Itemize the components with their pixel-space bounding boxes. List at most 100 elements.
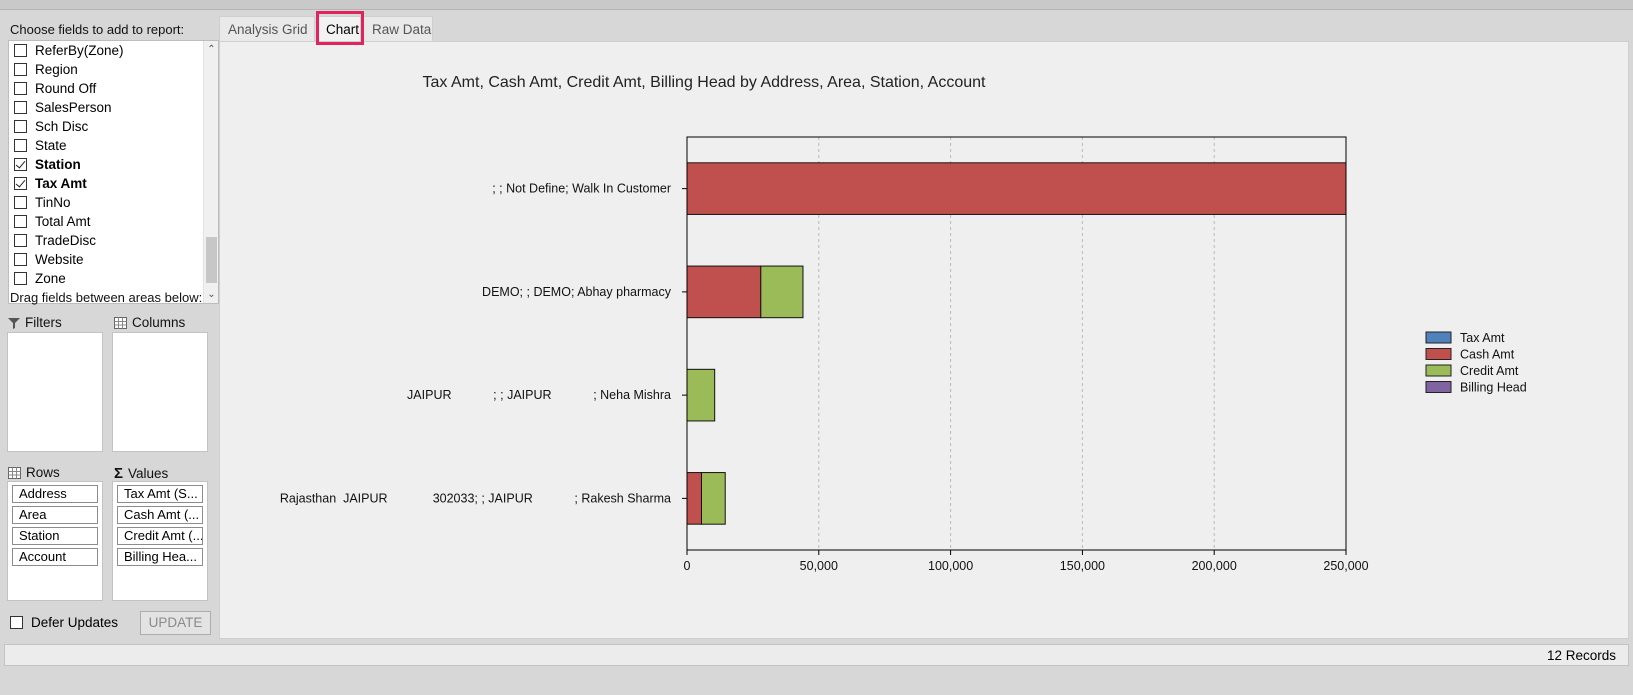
field-item[interactable]: Tax Amt (9, 174, 218, 193)
x-tick-label: 150,000 (1060, 559, 1105, 573)
plot-border (686, 136, 1347, 551)
legend-label: Cash Amt (1460, 348, 1515, 362)
field-label: Website (35, 252, 84, 267)
chart-title: Tax Amt, Cash Amt, Credit Amt, Billing H… (423, 74, 986, 91)
field-checkbox[interactable] (14, 234, 27, 247)
defer-updates-option[interactable]: Defer Updates (10, 615, 118, 630)
defer-updates-checkbox[interactable] (10, 616, 23, 629)
field-checkbox[interactable] (14, 63, 27, 76)
value-chip-credit-amt[interactable]: Credit Amt (... (117, 527, 203, 545)
columns-area[interactable] (112, 332, 208, 452)
legend-swatch (1425, 331, 1452, 344)
value-chip-billing-head[interactable]: Billing Hea... (117, 548, 203, 566)
field-item[interactable]: Total Amt (9, 212, 218, 231)
bar-segment (686, 368, 716, 422)
status-bar: 12 Records (4, 644, 1629, 666)
rows-area[interactable]: Address Area Station Account (7, 481, 103, 601)
category-label: DEMO; ; DEMO; Abhay pharmacy (482, 285, 672, 299)
x-tick-label: 100,000 (928, 559, 973, 573)
record-count: 12 Records (1546, 648, 1616, 663)
field-list-scrollbar[interactable]: ⌃ ⌄ (203, 41, 218, 303)
field-item[interactable]: SalesPerson (9, 98, 218, 117)
field-label: Sch Disc (35, 119, 89, 134)
chart-panel: Tax Amt, Cash Amt, Credit Amt, Billing H… (219, 41, 1629, 639)
defer-updates-label: Defer Updates (31, 615, 119, 630)
tab-raw-data[interactable]: Raw Data (363, 16, 433, 41)
field-checkbox[interactable] (14, 253, 27, 266)
columns-header: Columns (114, 315, 185, 330)
choose-fields-label: Choose fields to add to report: (10, 22, 185, 37)
field-item[interactable]: Zone (9, 269, 218, 288)
field-item[interactable]: Website (9, 250, 218, 269)
x-tick-label: 200,000 (1192, 559, 1237, 573)
scroll-thumb[interactable] (206, 237, 217, 283)
field-checkbox[interactable] (14, 196, 27, 209)
field-item[interactable]: Region (9, 60, 218, 79)
values-label: Values (128, 466, 169, 481)
rows-header: Rows (8, 465, 60, 480)
values-area[interactable]: Tax Amt (S... Cash Amt (... Credit Amt (… (112, 481, 208, 601)
sigma-icon: Σ (114, 465, 124, 482)
x-tick-label: 0 (684, 559, 691, 573)
field-checkbox[interactable] (14, 177, 27, 190)
field-label: Station (35, 157, 81, 172)
row-chip-area[interactable]: Area (12, 506, 98, 524)
x-tick-label: 50,000 (800, 559, 838, 573)
row-chip-address[interactable]: Address (12, 485, 98, 503)
x-tick-label: 250,000 (1323, 559, 1368, 573)
filters-label: Filters (25, 315, 62, 330)
field-item[interactable]: State (9, 136, 218, 155)
scroll-down-icon[interactable]: ⌄ (207, 289, 216, 300)
columns-label: Columns (132, 315, 186, 330)
field-label: Region (35, 62, 78, 77)
field-label: Total Amt (35, 214, 91, 229)
field-label: TradeDisc (35, 233, 97, 248)
values-header: Σ Values (114, 465, 168, 482)
drag-fields-label: Drag fields between areas below: (10, 290, 203, 305)
field-list-items: ReferBy(Zone) Region Round Off SalesPerson S… (9, 41, 218, 288)
field-label: TinNo (35, 195, 71, 210)
field-checkbox[interactable] (14, 101, 27, 114)
field-item[interactable]: Station (9, 155, 218, 174)
category-label: JAIPUR ; ; JAIPUR ; Neha Mishra (407, 388, 671, 402)
tab-chart[interactable]: Chart (317, 16, 361, 41)
field-label: State (35, 138, 67, 153)
field-label: ReferBy(Zone) (35, 43, 124, 58)
pivot-field-pane: Choose fields to add to report: ReferBy(… (4, 16, 220, 664)
tab-analysis-grid[interactable]: Analysis Grid (219, 16, 315, 41)
field-item[interactable]: TradeDisc (9, 231, 218, 250)
row-chip-account[interactable]: Account (12, 548, 98, 566)
legend-swatch (1425, 381, 1452, 393)
filter-icon (8, 317, 20, 329)
update-button[interactable]: UPDATE (140, 611, 211, 635)
value-chip-tax-amt[interactable]: Tax Amt (S... (117, 485, 203, 503)
legend-label: Billing Head (1460, 381, 1527, 395)
legend-label: Credit Amt (1460, 364, 1519, 378)
bar-segment (760, 265, 804, 319)
field-checkbox[interactable] (14, 120, 27, 133)
field-label: Zone (35, 271, 66, 286)
scroll-up-icon[interactable]: ⌃ (207, 44, 216, 55)
filters-area[interactable] (7, 332, 103, 452)
bar-segment (686, 265, 762, 319)
field-checkbox[interactable] (14, 139, 27, 152)
field-item[interactable]: TinNo (9, 193, 218, 212)
columns-grid-icon (114, 316, 127, 329)
legend-label: Tax Amt (1460, 331, 1505, 345)
value-chip-cash-amt[interactable]: Cash Amt (... (117, 506, 203, 524)
row-chip-station[interactable]: Station (12, 527, 98, 545)
field-item[interactable]: Round Off (9, 79, 218, 98)
field-item[interactable]: Sch Disc (9, 117, 218, 136)
field-item[interactable]: ReferBy(Zone) (9, 41, 218, 60)
field-checkbox[interactable] (14, 158, 27, 171)
field-checkbox[interactable] (14, 215, 27, 228)
field-list[interactable]: ReferBy(Zone) Region Round Off SalesPerson S… (8, 40, 219, 304)
category-label: ; ; Not Define; Walk In Customer (492, 182, 671, 196)
field-checkbox[interactable] (14, 82, 27, 95)
field-checkbox[interactable] (14, 44, 27, 57)
stacked-bar-chart: Tax Amt, Cash Amt, Credit Amt, Billing H… (280, 74, 1527, 573)
legend-swatch (1425, 348, 1452, 360)
legend-swatch (1425, 364, 1452, 377)
field-checkbox[interactable] (14, 272, 27, 285)
field-label: Tax Amt (35, 176, 87, 191)
